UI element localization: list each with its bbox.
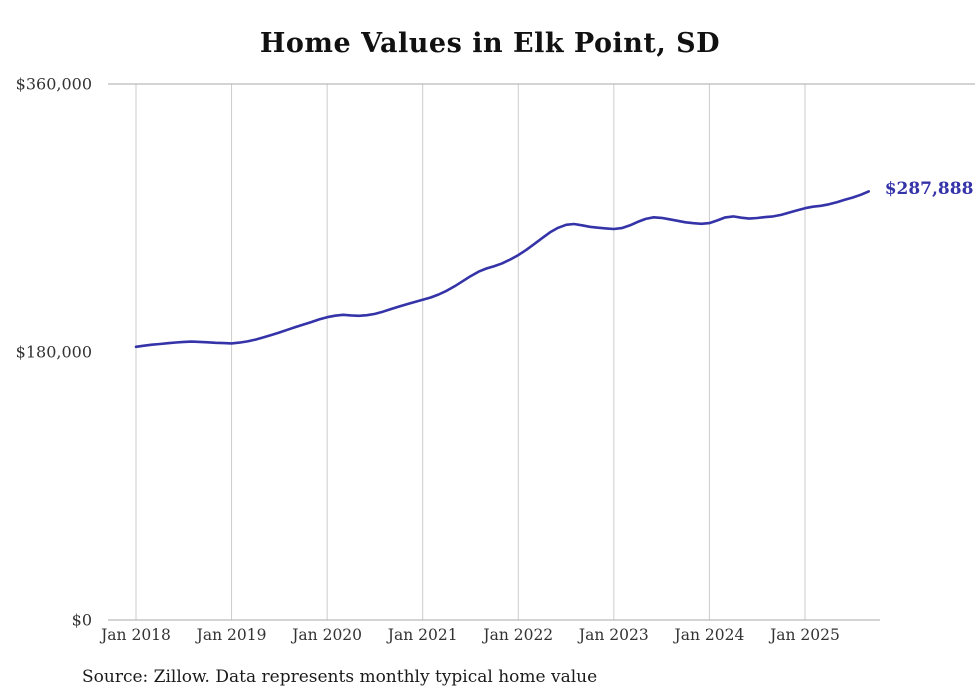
- source-note: Source: Zillow. Data represents monthly …: [82, 667, 598, 687]
- x-tick-label: Jan 2024: [673, 626, 745, 644]
- home-value-series-line: [134, 190, 871, 349]
- y-tick-label: $360,000: [16, 75, 92, 94]
- end-value-label: $287,888: [884, 179, 974, 200]
- y-tick-label: $0: [72, 611, 92, 630]
- x-tick-label: Jan 2019: [195, 626, 267, 644]
- x-tick-label: Jan 2018: [99, 626, 171, 644]
- chart-title: Home Values in Elk Point, SD: [259, 28, 721, 59]
- x-tick-label: Jan 2025: [768, 626, 840, 644]
- x-tick-label: Jan 2021: [386, 626, 458, 644]
- x-tick-label: Jan 2022: [481, 626, 553, 644]
- y-tick-label: $180,000: [16, 343, 92, 362]
- x-tick-label: Jan 2023: [577, 626, 649, 644]
- x-tick-label: Jan 2020: [290, 626, 362, 644]
